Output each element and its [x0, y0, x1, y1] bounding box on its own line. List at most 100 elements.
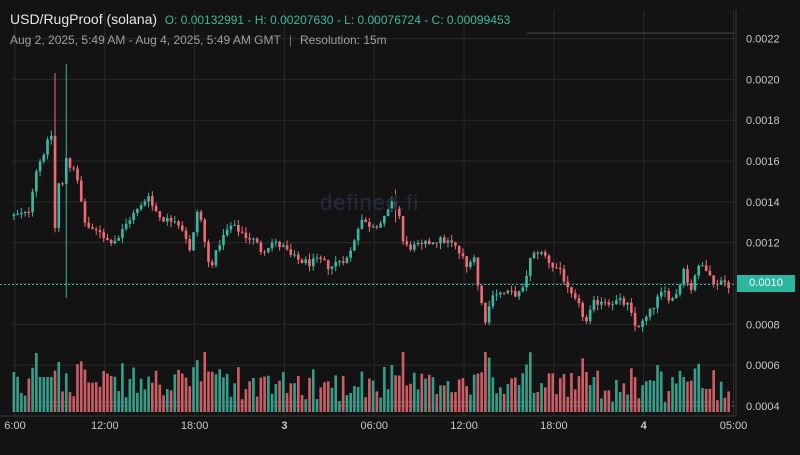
volume-bar — [360, 371, 364, 412]
volume-bar — [207, 371, 210, 412]
volume-bar — [491, 377, 495, 412]
candle-body — [532, 252, 536, 258]
candle-body — [472, 257, 476, 262]
volume-bar — [102, 370, 105, 412]
volume-bar — [124, 397, 128, 412]
volume-bar — [510, 378, 513, 412]
candle-body — [596, 299, 599, 305]
candle-body — [442, 237, 446, 243]
volume-bar — [255, 396, 259, 412]
volume-bar — [304, 399, 308, 412]
volume-bar — [454, 392, 457, 412]
candle-body — [371, 226, 375, 228]
candle-body — [94, 229, 98, 231]
volume-bar — [315, 399, 319, 412]
volume-bar — [514, 377, 517, 412]
candle-body — [667, 290, 671, 301]
candle-body — [465, 256, 468, 267]
volume-bar — [622, 383, 626, 412]
volume-bar — [469, 394, 472, 412]
volume-bar — [293, 383, 296, 412]
current-price-tag: 0.0010 — [737, 275, 795, 292]
candle-body — [375, 226, 379, 228]
volume-bar — [214, 374, 218, 412]
volume-bar — [450, 392, 454, 412]
volume-bar — [218, 369, 222, 412]
candle-body — [293, 254, 296, 256]
candle-body — [551, 262, 555, 268]
candle-body — [439, 237, 442, 244]
candle-body — [704, 265, 708, 271]
candle-body — [723, 280, 727, 283]
volume-bar — [49, 377, 53, 412]
volume-bar — [566, 396, 570, 412]
volume-bar — [480, 372, 483, 412]
volume-bar — [46, 377, 49, 412]
candle-body — [12, 214, 16, 217]
candle-body — [102, 232, 105, 239]
volume-bar — [570, 372, 573, 412]
volume-bar — [289, 383, 293, 412]
candle-body — [416, 242, 420, 245]
volume-bar — [521, 373, 525, 412]
volume-bar — [427, 374, 431, 412]
candle-body — [27, 212, 31, 214]
candle-body — [450, 240, 454, 243]
candle-body — [712, 275, 715, 285]
volume-bar — [106, 373, 109, 412]
candle-body — [61, 183, 64, 185]
candle-body — [218, 245, 222, 251]
volume-bar — [678, 370, 682, 412]
candle-body — [588, 309, 592, 322]
volume-bar — [117, 391, 120, 412]
volume-bar — [27, 378, 31, 412]
volume-bar — [394, 375, 397, 412]
candle-body — [727, 282, 730, 289]
candle-body — [600, 301, 603, 305]
volume-bar — [233, 383, 236, 412]
volume-bar — [592, 377, 596, 412]
volume-bar — [259, 377, 263, 412]
volume-bar — [98, 386, 102, 412]
candle-body — [154, 205, 158, 212]
candle-body — [274, 241, 278, 243]
date-range: Aug 2, 2025, 5:49 AM - Aug 4, 2025, 5:49… — [10, 33, 281, 47]
price-axis[interactable]: 0.00040.00060.00080.00100.00120.00140.00… — [735, 10, 780, 416]
candle-body — [345, 257, 349, 263]
candle-body — [68, 158, 72, 168]
volume-bar — [682, 377, 686, 412]
volume-bar — [723, 397, 727, 412]
candle-body — [177, 221, 180, 226]
volume-bar — [356, 386, 360, 412]
candle-body — [360, 219, 364, 230]
volume-bar — [615, 379, 618, 412]
candle-body — [379, 223, 382, 228]
candle-body — [607, 302, 611, 305]
volume-bar — [308, 377, 311, 412]
candle-body — [390, 201, 394, 210]
candle-body — [536, 252, 540, 254]
candle-body — [678, 284, 682, 295]
volume-bar — [551, 373, 555, 412]
candle-body — [476, 257, 480, 286]
volume-bar — [53, 370, 57, 412]
candle-body — [517, 291, 521, 297]
candle-body — [577, 298, 581, 304]
volume-bar — [270, 393, 274, 412]
candle-body — [147, 196, 150, 202]
time-axis[interactable]: 6:00 12:00 18:00 3 06:00 12:00 18:00 4 05:00 — [0, 415, 747, 432]
candle-body — [368, 222, 371, 227]
volume-bar — [401, 352, 405, 412]
candle-body — [540, 252, 543, 254]
candle-body — [98, 230, 102, 233]
x-tick-label: 3 — [281, 420, 287, 432]
volume-bar — [274, 383, 278, 412]
candle-body — [686, 268, 689, 283]
volume-bar — [558, 378, 562, 412]
volume-bar — [457, 379, 461, 412]
candle-body — [210, 261, 214, 266]
candle-body — [510, 290, 513, 292]
volume-bar — [386, 389, 390, 412]
